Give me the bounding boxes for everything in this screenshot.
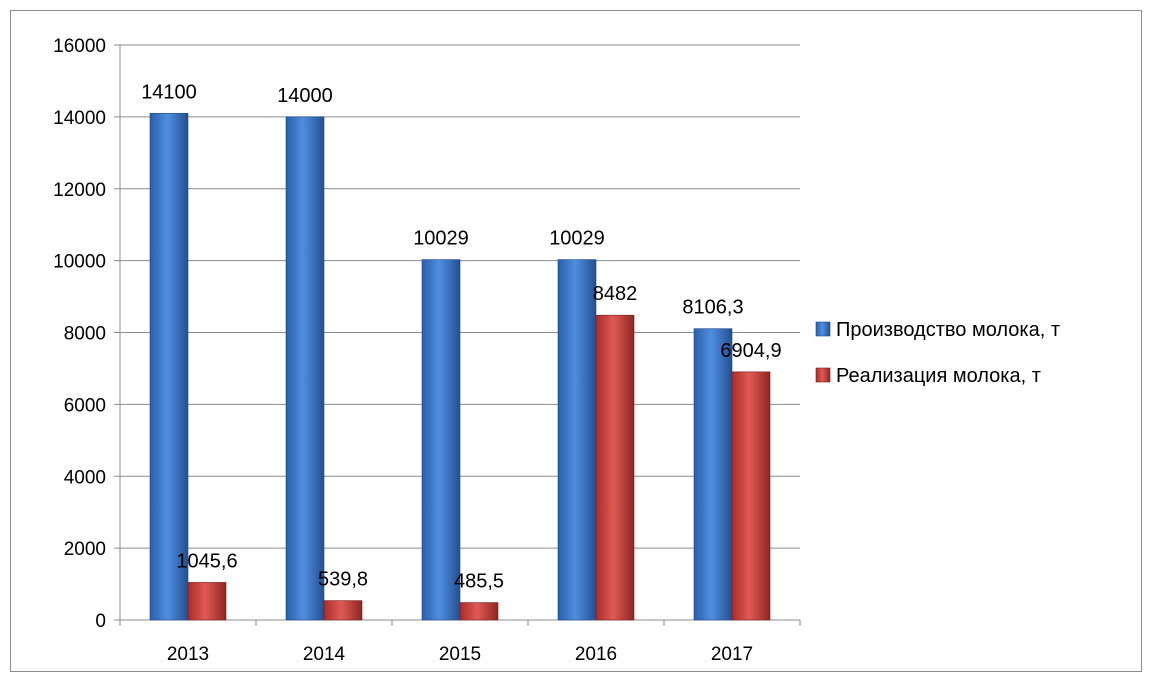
data-label: 10029 [549, 228, 605, 250]
y-tick-label: 4000 [64, 467, 106, 488]
x-tick-label: 2017 [711, 644, 753, 665]
data-label: 14100 [141, 81, 197, 103]
bar-sales [595, 314, 635, 621]
data-label: 8106,3 [682, 297, 743, 319]
bars [149, 112, 771, 621]
axes: 0 2000 4000 6000 8000 10000 12000 14000 16000 201… [53, 36, 801, 665]
y-tick-label: 14000 [53, 108, 106, 129]
data-labels: 14100 14000 10029 10029 8106,3 1045,6 539,8 485… [141, 81, 781, 592]
bar-sales [323, 600, 363, 621]
bar-production [557, 259, 597, 621]
y-tick-label: 8000 [64, 324, 106, 345]
x-tick-label: 2015 [439, 644, 481, 665]
data-label: 8482 [593, 283, 638, 305]
y-tick-label: 2000 [64, 539, 106, 560]
y-tick-label: 6000 [64, 395, 106, 416]
data-label: 14000 [277, 85, 333, 107]
legend-label: Производство молока, т [836, 319, 1060, 341]
legend-swatch [815, 367, 831, 383]
data-label: 10029 [413, 228, 469, 250]
x-tick-label: 2016 [575, 644, 617, 665]
bar-production [421, 259, 461, 621]
bar-sales [459, 602, 499, 621]
legend: Производство молока, т Реализация молока,… [815, 319, 1060, 387]
y-tick-label: 0 [95, 611, 106, 632]
bar-production [285, 116, 325, 621]
x-tick-label: 2014 [303, 644, 346, 665]
y-tick-label: 10000 [53, 252, 106, 273]
x-tick-label: 2013 [167, 644, 209, 665]
legend-swatch [815, 321, 831, 337]
data-label: 1045,6 [176, 550, 237, 572]
data-label: 485,5 [454, 571, 504, 593]
data-label: 539,8 [318, 569, 368, 591]
data-label: 6904,9 [720, 340, 781, 362]
bar-sales [731, 371, 771, 621]
bar-production [693, 328, 733, 621]
y-tick-label: 16000 [53, 36, 106, 57]
legend-label: Реализация молока, т [836, 365, 1041, 387]
bar-sales [187, 582, 227, 621]
y-tick-label: 12000 [53, 180, 106, 201]
bar-production [149, 112, 189, 621]
